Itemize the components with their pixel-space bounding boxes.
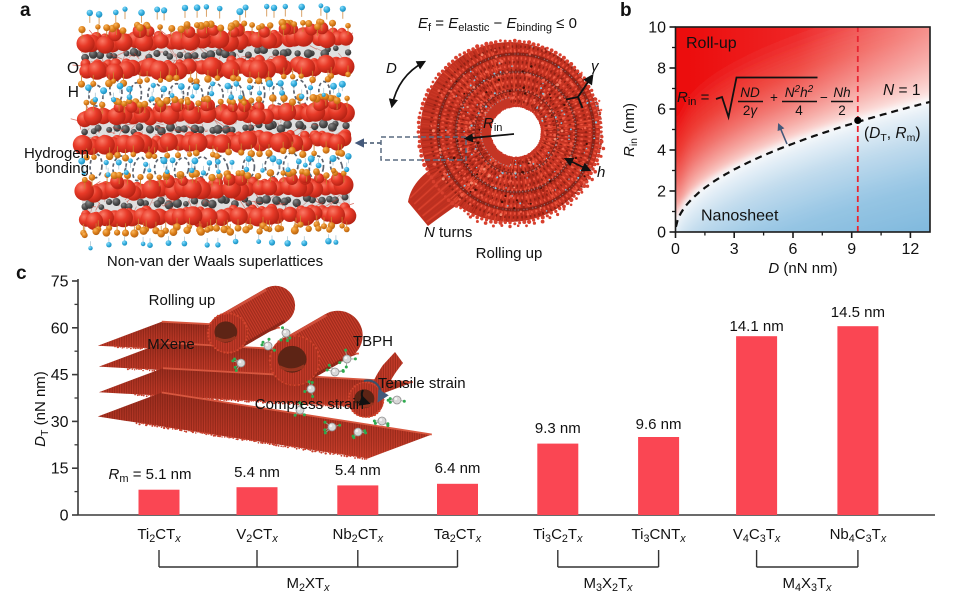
svg-text:Non-van der Waals superlattice: Non-van der Waals superlattices: [107, 253, 323, 270]
svg-text:15: 15: [51, 461, 69, 478]
svg-text:3: 3: [730, 241, 739, 258]
svg-text:0: 0: [657, 225, 666, 242]
svg-text:6: 6: [789, 241, 798, 258]
svg-text:ND: ND: [740, 85, 760, 100]
svg-text:Rolling up: Rolling up: [149, 292, 216, 309]
svg-text:Ti3​C2​Tx​: Ti3​C2​Tx​: [533, 526, 583, 545]
svg-text:5.4 nm: 5.4 nm: [234, 464, 280, 481]
svg-text:60: 60: [51, 320, 69, 337]
svg-text:Rin (nm): Rin (nm): [621, 103, 640, 157]
svg-text:b: b: [620, 0, 632, 21]
svg-text:Ti3​CNTx​: Ti3​CNTx​: [631, 526, 686, 545]
svg-text:c: c: [16, 263, 27, 284]
svg-text:2: 2: [838, 103, 846, 118]
svg-text:Nb2​CTx​: Nb2​CTx​: [332, 526, 383, 545]
svg-text:D (nN nm): D (nN nm): [768, 260, 837, 277]
svg-text:5.4 nm: 5.4 nm: [335, 462, 381, 479]
svg-text:Rolling up: Rolling up: [476, 245, 543, 262]
svg-text:Nh: Nh: [833, 85, 850, 100]
svg-text:a: a: [20, 0, 31, 21]
svg-text:TBPH: TBPH: [353, 333, 393, 350]
svg-text:D: D: [386, 60, 397, 77]
svg-text:14.1 nm: 14.1 nm: [729, 318, 783, 335]
svg-text:14.5 nm: 14.5 nm: [831, 304, 885, 321]
svg-text:h: h: [597, 164, 605, 181]
svg-text:V4​C3​Tx​: V4​C3​Tx​: [733, 526, 781, 545]
svg-text:Nb4​C3​Tx​: Nb4​C3​Tx​: [830, 526, 887, 545]
svg-text:9.3 nm: 9.3 nm: [535, 420, 581, 437]
svg-text:45: 45: [51, 367, 69, 384]
svg-text:Ef = Eelastic − Ebinding ≤ 0: Ef = Eelastic − Ebinding ≤ 0: [418, 15, 577, 34]
svg-text:M2​XTx​: M2​XTx​: [286, 575, 330, 594]
svg-text:bonding: bonding: [36, 160, 89, 177]
svg-text:Ta2​CTx​: Ta2​CTx​: [434, 526, 482, 545]
svg-text:Ti2​CTx​: Ti2​CTx​: [137, 526, 181, 545]
svg-text:M4​X3​Tx​: M4​X3​Tx​: [782, 575, 832, 594]
svg-text:4: 4: [795, 103, 803, 118]
svg-text:30: 30: [51, 414, 69, 431]
svg-text:+: +: [770, 90, 778, 105]
svg-text:6: 6: [657, 102, 666, 119]
svg-text:MXene: MXene: [147, 336, 195, 353]
svg-text:M3​X2​Tx​: M3​X2​Tx​: [583, 575, 633, 594]
svg-text:9: 9: [847, 241, 856, 258]
svg-text:N = 1: N = 1: [883, 82, 921, 99]
svg-text:O: O: [67, 60, 79, 77]
svg-text:N turns: N turns: [424, 224, 472, 241]
svg-text:V2​CTx​: V2​CTx​: [236, 526, 278, 545]
svg-text:2γ: 2γ: [743, 103, 759, 118]
svg-text:H: H: [68, 84, 79, 101]
svg-text:10: 10: [648, 20, 666, 37]
svg-text:2: 2: [657, 184, 666, 201]
svg-text:12: 12: [902, 241, 920, 258]
svg-text:0: 0: [671, 241, 680, 258]
svg-text:9.6 nm: 9.6 nm: [636, 416, 682, 433]
svg-text:Tensile strain: Tensile strain: [378, 375, 466, 392]
svg-text:75: 75: [51, 274, 69, 291]
svg-text:Roll-up: Roll-up: [686, 35, 737, 52]
svg-text:−: −: [820, 90, 828, 105]
svg-text:6.4 nm: 6.4 nm: [435, 460, 481, 477]
svg-text:Compress strain: Compress strain: [255, 396, 364, 413]
svg-text:4: 4: [657, 143, 666, 160]
svg-text:8: 8: [657, 61, 666, 78]
svg-text:0: 0: [60, 508, 69, 525]
svg-text:Nanosheet: Nanosheet: [701, 208, 779, 225]
